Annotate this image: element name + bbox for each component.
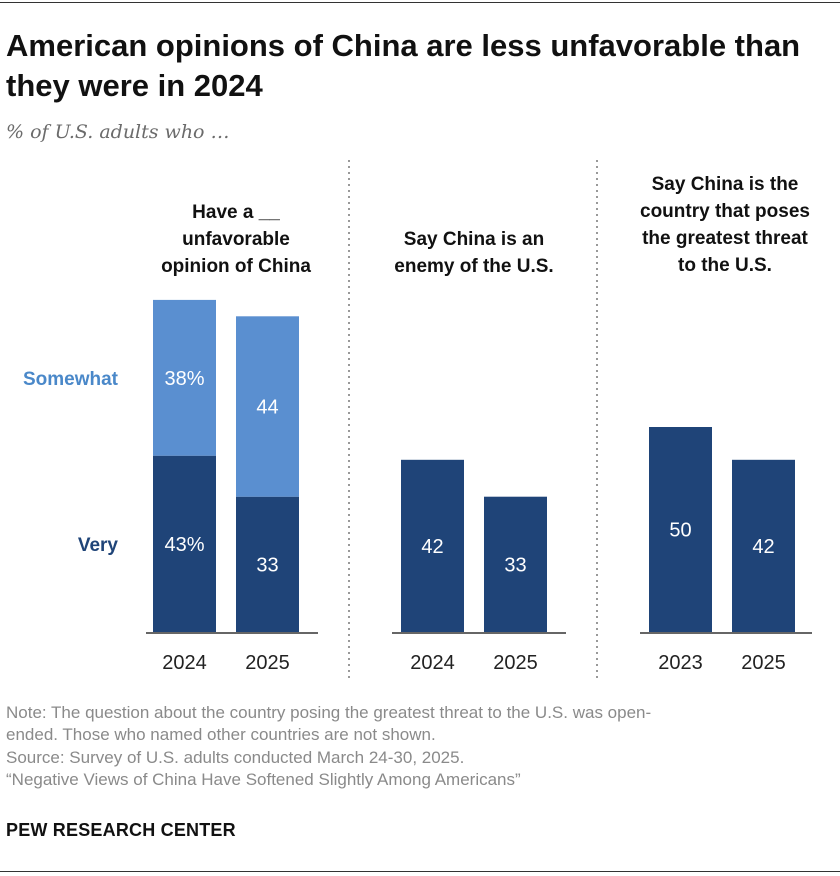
bar-enemy-2025 xyxy=(484,496,547,632)
note-line-2: ended. Those who named other countries a… xyxy=(6,725,436,745)
data-label: 42 xyxy=(752,536,774,558)
data-label: 42 xyxy=(421,536,443,558)
threat-panel-title-line: Say China is the xyxy=(652,174,799,195)
chart-subtitle: % of U.S. adults who … xyxy=(6,121,230,143)
unfavorable-panel-title-line: opinion of China xyxy=(161,256,311,277)
x-tick-label: 2025 xyxy=(493,652,538,674)
x-tick-label: 2025 xyxy=(741,652,786,674)
x-tick-label: 2023 xyxy=(658,652,703,674)
data-label: 43% xyxy=(164,534,204,556)
enemy-panel-title-line: Say China is an xyxy=(404,229,544,250)
data-label: 38% xyxy=(164,368,204,390)
chart-title: American opinions of China are less unfa… xyxy=(6,28,801,103)
threat-panel-title-line: to the U.S. xyxy=(678,255,772,276)
bar-enemy-2024 xyxy=(401,459,464,632)
bar-very-2025 xyxy=(236,496,299,632)
threat-panel-title-line: the greatest threat xyxy=(642,228,808,249)
top-rule xyxy=(0,2,840,3)
x-tick-label: 2024 xyxy=(410,652,455,674)
x-tick-label: 2024 xyxy=(162,652,207,674)
data-label: 33 xyxy=(504,554,526,576)
legend-somewhat: Somewhat xyxy=(23,369,119,390)
data-label: 50 xyxy=(669,520,691,542)
bar-somewhat-2024 xyxy=(153,299,216,456)
notes-block: Note: The question about the country pos… xyxy=(6,702,836,792)
brand-logo-text: PEW RESEARCH CENTER xyxy=(6,820,236,840)
bar-threat-2025 xyxy=(732,459,795,632)
data-label: 44 xyxy=(256,397,278,419)
note-line-1: Note: The question about the country pos… xyxy=(6,703,652,722)
unfavorable-panel-title-line: unfavorable xyxy=(182,229,290,250)
bar-somewhat-2025 xyxy=(236,316,299,497)
bottom-rule xyxy=(0,871,840,872)
bar-chart: Have a __ unfavorable opinion of China 2024… xyxy=(23,160,812,680)
x-tick-label: 2025 xyxy=(245,652,290,674)
report-title-line: “Negative Views of China Have Softened S… xyxy=(6,770,521,790)
enemy-panel-title-line: enemy of the U.S. xyxy=(394,256,553,277)
source-line: Source: Survey of U.S. adults conducted … xyxy=(6,747,465,767)
threat-panel-title-line: country that poses xyxy=(640,201,810,222)
data-label: 33 xyxy=(256,554,278,576)
bar-threat-2023 xyxy=(649,427,712,632)
bar-very-2024 xyxy=(153,455,216,632)
legend-very: Very xyxy=(78,535,119,556)
unfavorable-panel-title-line: Have a __ xyxy=(192,202,280,223)
